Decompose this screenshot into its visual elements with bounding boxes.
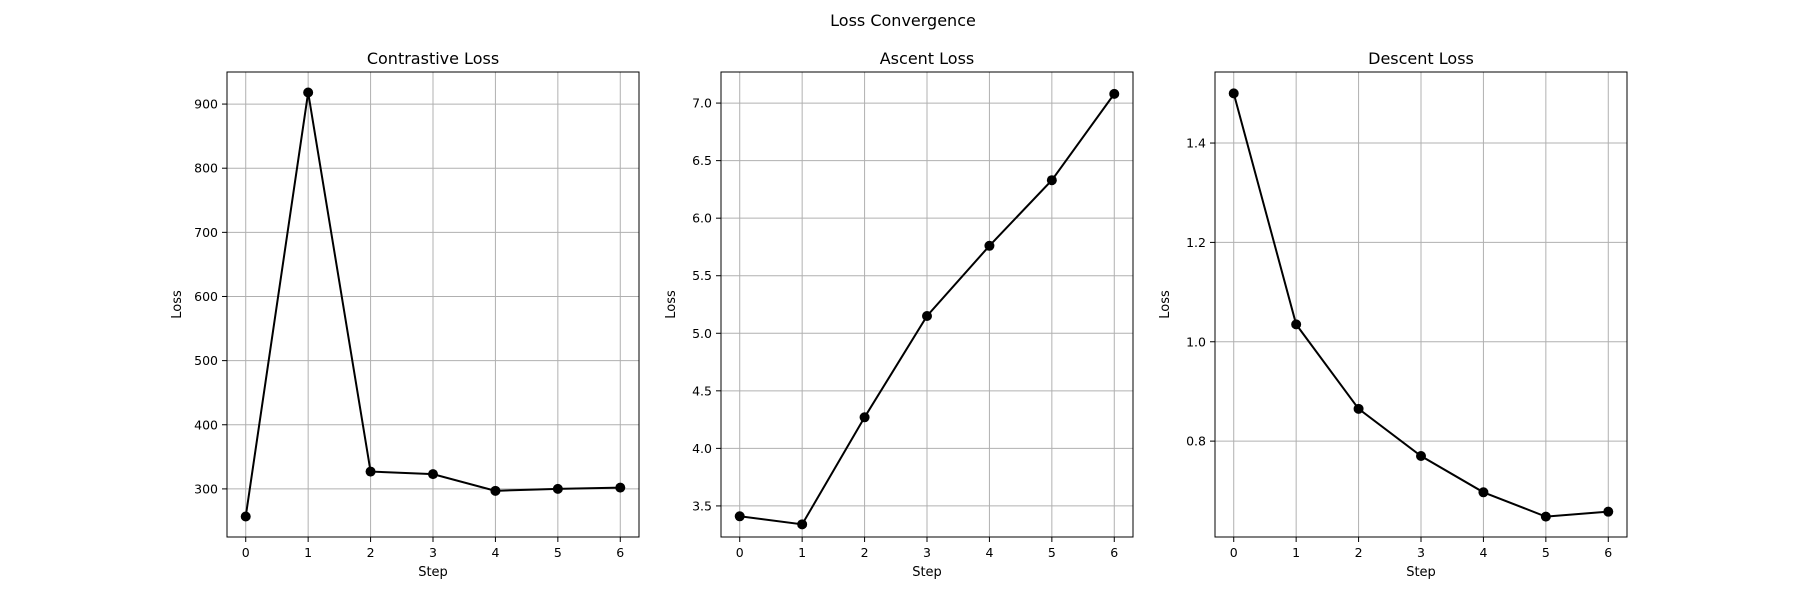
data-point <box>797 519 808 530</box>
y-tick-label: 300 <box>194 481 218 496</box>
subplot-title: Contrastive Loss <box>367 49 499 68</box>
x-tick-label: 6 <box>1604 545 1612 560</box>
x-tick-label: 5 <box>554 545 562 560</box>
y-tick-label: 7.0 <box>692 96 712 111</box>
y-axis-label: Loss <box>170 290 185 319</box>
data-point <box>859 412 870 423</box>
subplot-title: Descent Loss <box>1368 49 1474 68</box>
data-point <box>552 483 563 494</box>
y-tick-label: 3.5 <box>692 498 712 513</box>
x-tick-label: 3 <box>923 545 931 560</box>
x-axis-label: Step <box>912 565 942 580</box>
y-tick-label: 5.0 <box>692 326 712 341</box>
y-tick-label: 700 <box>194 225 218 240</box>
y-tick-label: 400 <box>194 417 218 432</box>
y-tick-label: 4.0 <box>692 441 712 456</box>
data-point <box>1109 88 1120 99</box>
y-tick-label: 4.5 <box>692 383 712 398</box>
x-axis-label: Step <box>1406 565 1436 580</box>
x-tick-label: 5 <box>1048 545 1056 560</box>
y-tick-label: 1.4 <box>1186 136 1206 151</box>
data-point <box>1291 319 1302 330</box>
y-tick-label: 1.2 <box>1186 235 1206 250</box>
data-point <box>1603 506 1614 517</box>
subplot-1: 0 1 2 3 4 5 6 300 400 500 600 700 800 900 Contrastive … <box>170 49 640 580</box>
subplot-title: Ascent Loss <box>880 49 975 68</box>
subplots: 0 1 2 3 4 5 6300400500600700800900Contrastive … <box>170 49 1628 580</box>
x-tick-label: 2 <box>367 545 375 560</box>
data-point <box>1046 175 1057 186</box>
data-point <box>365 466 376 477</box>
x-tick-label: 3 <box>1417 545 1425 560</box>
subplot-2: 0 1 2 3 4 5 6 3.5 4.0 4.5 5.0 5.5 6.0 6.5 7.0 Ascent Lo… <box>664 49 1134 580</box>
data-point <box>1228 88 1239 99</box>
data-point <box>490 485 501 496</box>
data-point <box>984 240 995 251</box>
data-point <box>428 469 438 480</box>
y-tick-label: 6.0 <box>692 211 712 226</box>
x-tick-label: 0 <box>242 545 250 560</box>
y-tick-label: 500 <box>194 353 218 368</box>
y-axis-label: Loss <box>664 290 679 319</box>
data-point <box>1353 403 1364 414</box>
y-tick-label: 600 <box>194 289 218 304</box>
data-point <box>615 482 626 493</box>
x-tick-label: 6 <box>1110 545 1118 560</box>
x-axis-label: Step <box>418 565 448 580</box>
x-tick-label: 0 <box>1230 545 1238 560</box>
y-tick-label: 900 <box>194 97 218 112</box>
x-tick-label: 3 <box>429 545 437 560</box>
y-tick-label: 1.0 <box>1186 334 1206 349</box>
y-tick-label: 6.5 <box>692 153 712 168</box>
x-tick-label: 2 <box>1355 545 1363 560</box>
y-tick-label: 5.5 <box>692 268 712 283</box>
x-tick-label: 4 <box>1479 545 1487 560</box>
data-point <box>1478 487 1489 498</box>
x-tick-label: 2 <box>861 545 869 560</box>
data-point <box>1416 451 1426 462</box>
x-tick-label: 1 <box>1292 545 1300 560</box>
x-tick-label: 1 <box>304 545 312 560</box>
x-tick-label: 5 <box>1542 545 1550 560</box>
x-tick-label: 0 <box>736 545 744 560</box>
x-tick-label: 4 <box>491 545 499 560</box>
x-tick-label: 6 <box>616 545 624 560</box>
subplot-3: 0 1 2 3 4 5 6 0.8 1.0 1.2 1.4 Descent Loss Step Loss <box>1158 49 1628 580</box>
data-point <box>303 87 314 98</box>
data-point <box>922 311 932 322</box>
figure-title: Loss Convergence <box>830 11 976 30</box>
data-point <box>1540 511 1551 522</box>
x-tick-label: 4 <box>985 545 993 560</box>
data-point <box>240 511 251 522</box>
y-tick-label: 0.8 <box>1186 434 1206 449</box>
x-tick-label: 1 <box>798 545 806 560</box>
y-tick-label: 800 <box>194 161 218 176</box>
y-axis-label: Loss <box>1158 290 1173 319</box>
data-point <box>734 511 745 522</box>
